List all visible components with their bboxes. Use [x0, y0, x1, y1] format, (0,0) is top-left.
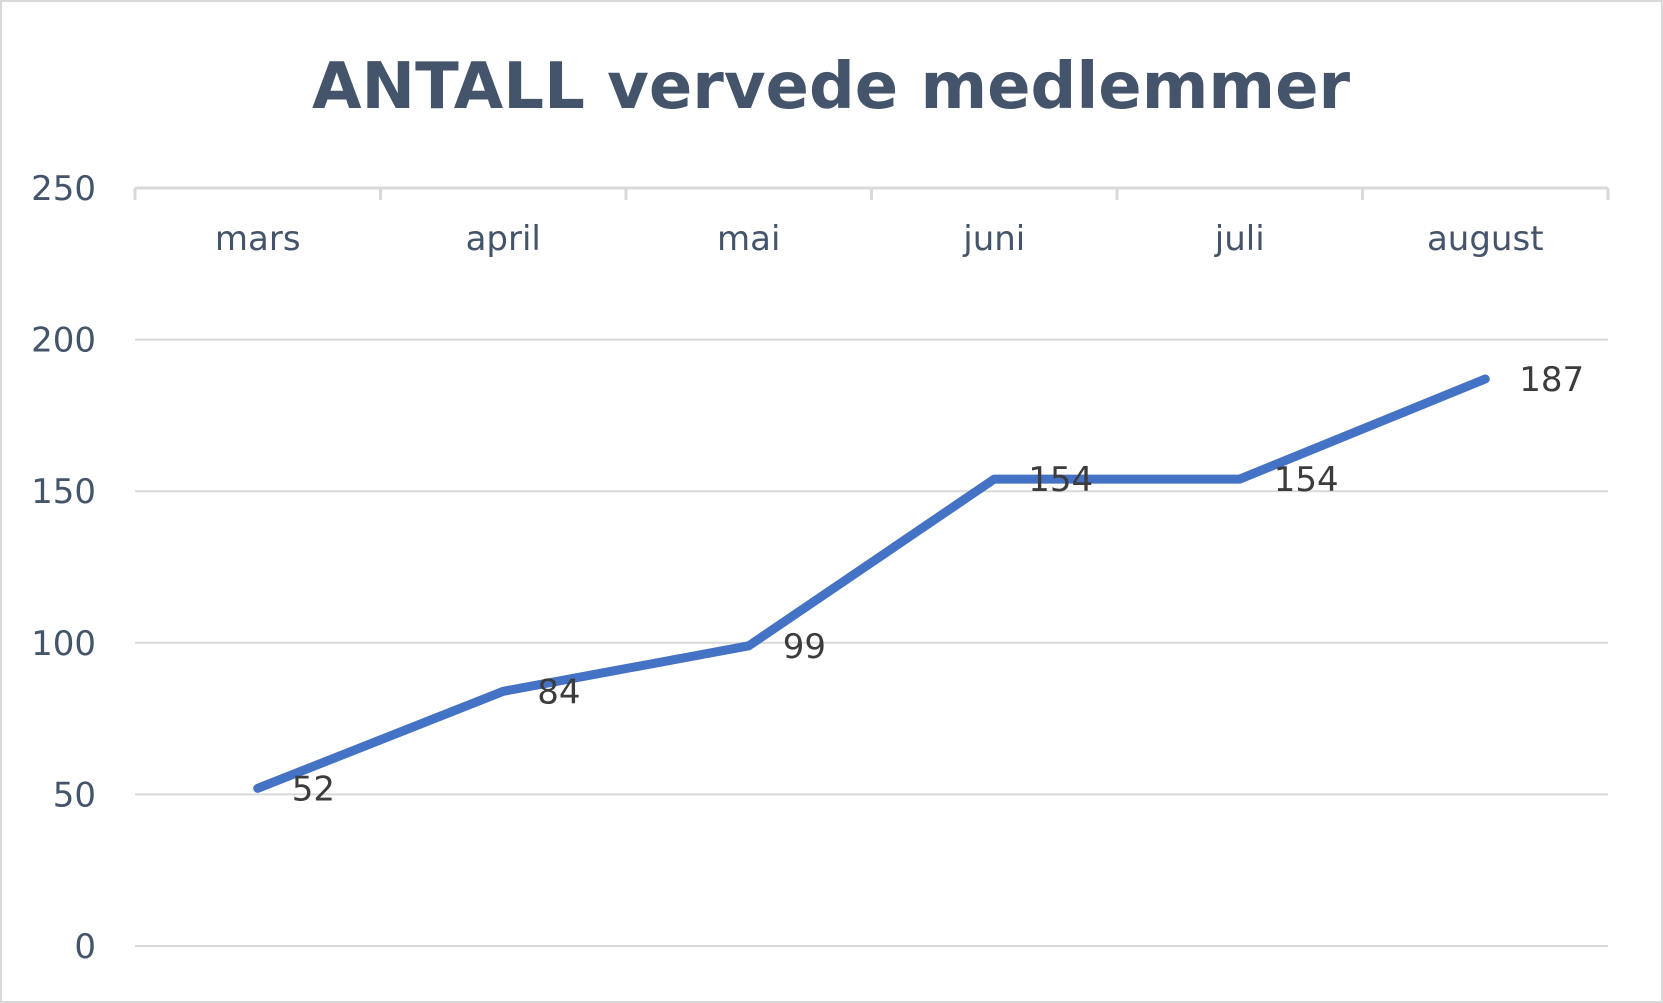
series-line: [253, 374, 1490, 793]
data-label-mai: 99: [783, 627, 826, 667]
x-tick-label-mai: mai: [717, 219, 780, 259]
chart-title: ANTALL vervede medlemmer: [312, 50, 1351, 124]
data-label-juni: 154: [1028, 460, 1093, 500]
y-tick-label: 0: [74, 927, 96, 967]
y-tick-label: 250: [31, 169, 96, 209]
x-tick-label-mars: mars: [215, 219, 301, 259]
x-tick-label-juni: juni: [962, 219, 1025, 259]
x-tick-label-august: august: [1427, 219, 1544, 259]
y-axis: 0 50 100 150 200 250: [31, 169, 96, 967]
y-tick-label: 200: [31, 321, 96, 361]
data-label-august: 187: [1519, 360, 1584, 400]
y-tick-label: 100: [31, 624, 96, 664]
y-tick-label: 150: [31, 472, 96, 512]
gridlines: [135, 338, 1608, 947]
category-axis: mars april mai juni juli august: [133, 186, 1610, 259]
series-layer: [253, 374, 1490, 793]
y-tick-label: 50: [53, 775, 96, 815]
x-tick-label-april: april: [466, 219, 541, 259]
data-label-mars: 52: [292, 769, 335, 809]
data-labels: 52 84 99 154 154 187: [292, 360, 1584, 809]
data-label-april: 84: [537, 672, 580, 712]
x-tick-label-juli: juli: [1214, 219, 1265, 259]
data-label-juli: 154: [1274, 460, 1339, 500]
